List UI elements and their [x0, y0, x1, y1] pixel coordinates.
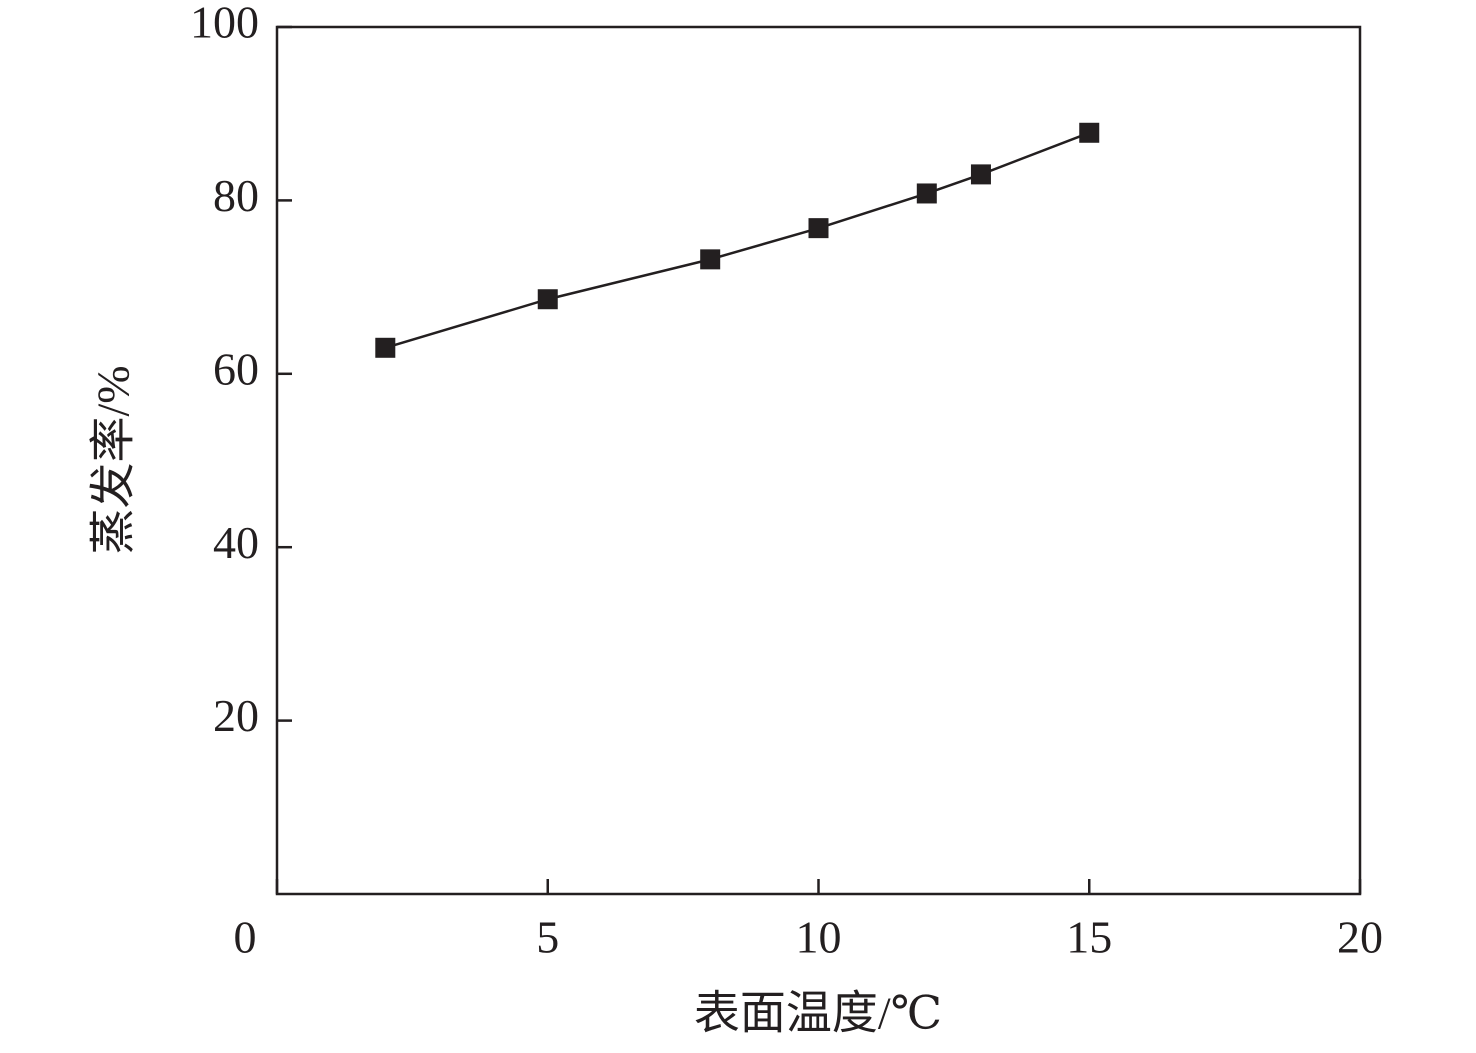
y-tick-label: 100 [190, 0, 259, 48]
plot-frame [275, 25, 1362, 896]
x-axis-label: 表面温度/℃ [694, 988, 942, 1039]
y-tick-label: 80 [213, 170, 259, 221]
x-tick-label: 20 [1337, 912, 1383, 963]
x-tick-label: 0 [234, 912, 257, 963]
data-point [916, 183, 937, 204]
data-point [970, 164, 991, 185]
data-point [375, 337, 396, 358]
x-tick-label: 5 [536, 912, 559, 963]
y-tick-label: 40 [213, 517, 259, 568]
data-point [537, 289, 558, 310]
y-tick-label: 60 [213, 343, 259, 394]
x-tick-label: 10 [796, 912, 842, 963]
data-point [700, 249, 721, 270]
x-tick-label: 15 [1066, 912, 1112, 963]
data-point [808, 218, 829, 239]
data-point [1079, 122, 1100, 143]
y-axis-label: 蒸发率/% [88, 365, 139, 554]
y-tick-label: 20 [213, 690, 259, 741]
